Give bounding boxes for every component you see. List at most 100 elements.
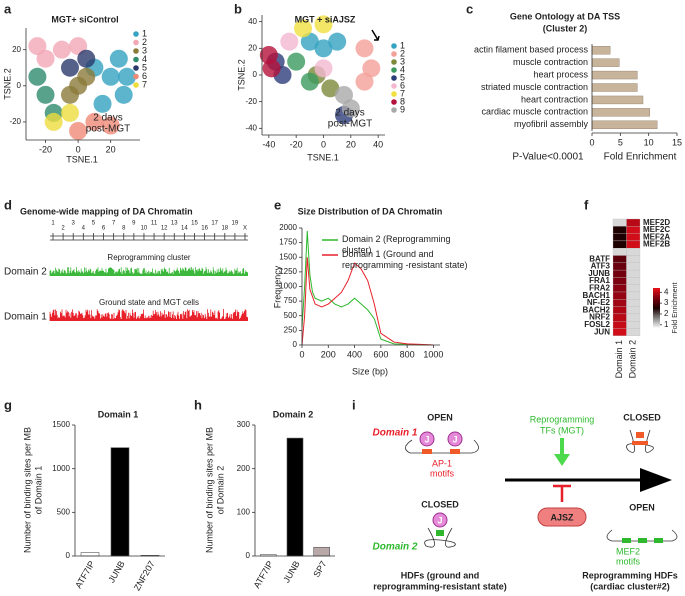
- row-label: MEF2D: [643, 218, 670, 227]
- cell-cluster: [44, 112, 63, 131]
- cell-cluster: [335, 86, 353, 104]
- category-label: muscle contraction: [513, 57, 588, 67]
- colorbar-tick-label: 2: [664, 309, 669, 318]
- legend-label: 1: [400, 40, 405, 50]
- row-label: MEF2C: [643, 225, 670, 234]
- x-tick-label: -20: [39, 144, 52, 154]
- x-tick-label: 1000: [423, 349, 443, 359]
- colorbar-step: [653, 324, 660, 326]
- y-tick-label: 0: [293, 340, 298, 349]
- panel-label: f: [584, 197, 589, 212]
- heat-cell: [626, 240, 641, 249]
- legend-label: 7: [400, 88, 405, 98]
- y-axis-label: of Domain 2: [215, 466, 225, 515]
- domain-label: Domain 1: [372, 428, 417, 439]
- colorbar-step: [653, 294, 660, 297]
- protein-label: J: [437, 515, 442, 525]
- bar: [591, 83, 638, 92]
- legend-swatch: [133, 65, 139, 71]
- cell-cluster: [321, 79, 340, 98]
- caption: Reprogramming HDFs: [582, 570, 678, 580]
- legend-swatch: [391, 51, 397, 57]
- colorbar-step: [653, 298, 660, 301]
- panel-label: b: [234, 1, 242, 16]
- heat-cell: [612, 284, 627, 293]
- legend-swatch: [391, 43, 397, 49]
- y-axis-label: TSNE.2: [236, 59, 246, 91]
- cell-cluster: [280, 32, 299, 51]
- colorbar-step: [653, 289, 660, 291]
- legend-item: Domain 1 (Ground and reprogramming -resi…: [342, 249, 468, 270]
- colorbar-step: [653, 312, 660, 314]
- heat-cell: [626, 299, 641, 307]
- colorbar-step: [653, 317, 660, 319]
- caption: (cardiac cluster#2): [590, 581, 670, 591]
- heat-cell: [612, 328, 627, 336]
- chromosome-label: 18: [221, 226, 228, 232]
- cell-cluster: [101, 116, 120, 135]
- state-label: OPEN: [629, 502, 655, 512]
- row-label: NRF2: [589, 313, 610, 322]
- row-label: JUNB: [588, 269, 610, 278]
- legend-swatch: [133, 82, 139, 88]
- jun-protein: [447, 431, 463, 447]
- cell-cluster: [77, 49, 96, 68]
- cell-cluster: [69, 121, 88, 140]
- y-tick-label: -20: [245, 97, 257, 106]
- row-label: BACH2: [582, 305, 610, 314]
- colorbar-step: [653, 306, 660, 309]
- heat-cell: [626, 233, 641, 242]
- chromosome-label: 13: [171, 221, 178, 227]
- legend-swatch: [391, 75, 397, 81]
- y-tick-label: 100: [237, 507, 251, 516]
- cell-cluster: [328, 32, 347, 51]
- y-tick-label: 1750: [279, 238, 297, 247]
- legend-label: 4: [142, 54, 147, 64]
- legend-label: Domain 1 (Ground and reprogramming -resi…: [342, 249, 468, 270]
- cell-cluster: [294, 19, 312, 38]
- legend-label: 7: [142, 79, 147, 89]
- chromosome-label: 9: [132, 221, 136, 227]
- chart-title: MGT+ siControl: [51, 14, 118, 24]
- heat-cell: [612, 291, 627, 300]
- colorbar-step: [653, 297, 660, 299]
- y-tick-label: 1500: [52, 420, 70, 429]
- heat-cell: [626, 284, 641, 293]
- x-tick-label: ZNF207: [132, 559, 157, 592]
- colorbar-step: [653, 301, 660, 303]
- chromosome-label: 17: [211, 221, 218, 227]
- heat-cell: [626, 313, 641, 322]
- colorbar-step: [653, 316, 660, 318]
- domain-label: Domain 2: [372, 542, 417, 553]
- legend-label: Domain 2 (Reprogramming cluster): [342, 234, 451, 255]
- chromosome-label: 15: [191, 221, 198, 227]
- colorbar-step: [653, 314, 660, 317]
- legend-label: 3: [142, 45, 147, 55]
- tf-label: Reprogramming: [530, 414, 595, 424]
- heat-cell: [626, 269, 641, 278]
- cell-cluster: [36, 85, 55, 104]
- chart-title: Gene Ontology at DA TSS: [510, 11, 620, 21]
- y-axis-label: of Domain 1: [33, 466, 43, 515]
- track-label: Ground state and MGT cells: [99, 298, 199, 307]
- cell-cluster: [259, 46, 278, 64]
- colorbar-step: [653, 300, 660, 302]
- protein-label: J: [452, 434, 457, 444]
- heat-cell: [626, 306, 641, 315]
- chromosome-label: 7: [112, 221, 116, 227]
- chromosome-label: X: [243, 226, 247, 232]
- y-tick-label: -40: [245, 123, 257, 132]
- colorbar-tick-label: 4: [664, 287, 669, 296]
- y-tick-label: 1000: [279, 282, 297, 291]
- heat-cell: [612, 321, 627, 329]
- chromosome-label: 11: [151, 221, 158, 227]
- panel-label: g: [4, 397, 12, 412]
- annotation: 2 days: [93, 113, 122, 124]
- y-axis-label: TSNE.2: [2, 68, 12, 100]
- legend-label: 6: [142, 71, 147, 81]
- y-tick-label: 20: [12, 45, 21, 54]
- colorbar-step: [653, 308, 660, 310]
- row-label: ATF3: [591, 262, 611, 271]
- heat-cell: [626, 262, 641, 271]
